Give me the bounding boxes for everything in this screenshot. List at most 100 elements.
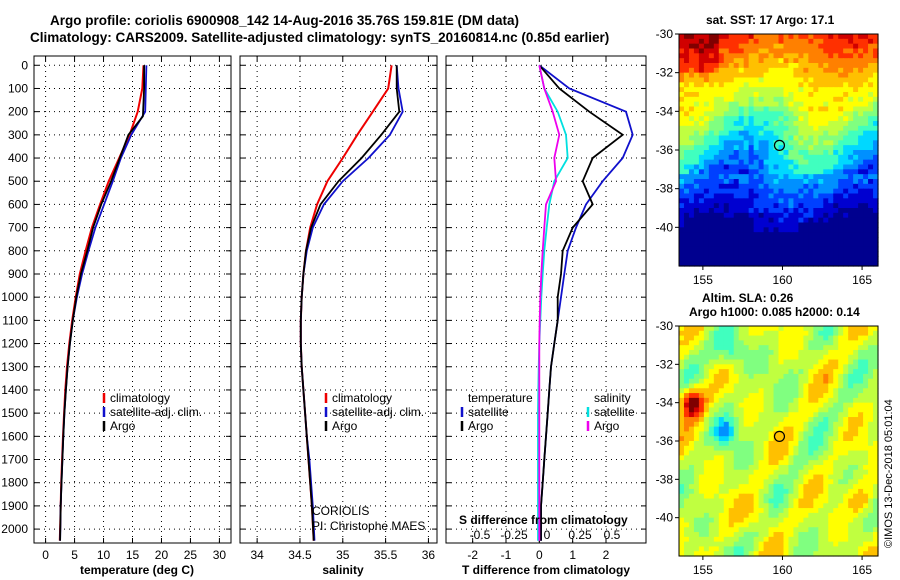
map-cell	[708, 354, 715, 361]
map-cell	[783, 441, 790, 447]
map-cell	[738, 106, 745, 112]
map-cell	[848, 246, 854, 253]
map-cell	[713, 445, 720, 452]
map-cell	[713, 159, 720, 166]
map-cell	[758, 532, 765, 538]
map-cell	[698, 203, 705, 209]
map-cell	[743, 326, 750, 332]
map-cell	[858, 188, 864, 195]
map-cell	[868, 82, 874, 88]
map-cell	[718, 135, 725, 141]
map-cell	[718, 397, 725, 404]
map-cell	[803, 48, 809, 54]
map-cell	[758, 450, 765, 456]
map-cell	[848, 217, 854, 224]
map-cell	[818, 222, 824, 228]
map-cell	[768, 335, 775, 341]
map-cell	[698, 455, 705, 461]
map-cell	[838, 188, 844, 195]
map-cell	[708, 38, 715, 45]
map-cell	[708, 383, 715, 389]
map-cell	[758, 503, 765, 509]
map-cell	[703, 359, 710, 365]
map-cell	[858, 498, 864, 504]
map-cell	[748, 241, 755, 248]
map-cell	[818, 460, 824, 466]
map-cell	[793, 96, 799, 103]
map-cell	[703, 388, 710, 394]
map-cell	[873, 222, 879, 228]
map-cell	[773, 393, 780, 399]
depth-tick-label: 300	[8, 128, 28, 142]
map-cell	[848, 232, 854, 238]
map-cell	[858, 450, 864, 456]
map-cell	[858, 508, 864, 514]
map-cell	[748, 445, 755, 452]
map-cell	[733, 217, 740, 224]
map-cell	[813, 53, 819, 59]
map-cell	[868, 349, 874, 356]
map-cell	[778, 407, 785, 413]
map-cell	[863, 349, 869, 356]
map-cell	[793, 479, 799, 485]
map-cell	[873, 445, 879, 452]
map-cell	[743, 393, 750, 399]
map-cell	[683, 179, 690, 185]
map-cell	[688, 227, 695, 233]
map-cell	[763, 183, 770, 190]
map-cell	[833, 82, 839, 88]
map-cell	[868, 106, 874, 112]
map-cell	[813, 488, 819, 495]
map-cell	[863, 402, 869, 409]
map-cell	[868, 445, 874, 452]
map-cell	[698, 335, 705, 341]
map-cell	[828, 222, 834, 228]
map-cell	[723, 349, 730, 356]
map-cell	[848, 474, 854, 480]
map-cell	[713, 464, 720, 471]
map-cell	[803, 546, 809, 552]
map-cell	[693, 464, 700, 471]
map-cell	[698, 484, 705, 490]
map-cell	[679, 474, 685, 480]
map-cell	[803, 407, 809, 413]
map-cell	[753, 63, 760, 69]
map-cell	[843, 53, 849, 59]
map-cell	[833, 541, 839, 548]
map-cell	[868, 412, 874, 418]
map-cell	[703, 340, 710, 346]
map-cell	[718, 150, 725, 156]
map-cell	[698, 256, 705, 262]
map-cell	[848, 546, 854, 552]
map-cell	[693, 426, 700, 433]
map-cell	[798, 330, 804, 337]
map-cell	[748, 359, 755, 365]
map-cell	[873, 349, 879, 356]
map-cell	[853, 125, 859, 132]
map-cell	[679, 67, 685, 74]
map-cell	[863, 150, 869, 156]
map-cell	[683, 488, 690, 495]
map-cell	[843, 63, 849, 69]
map-cell	[683, 53, 690, 59]
map-cell	[808, 232, 814, 238]
map-cell	[793, 417, 799, 423]
map-cell	[828, 464, 834, 471]
map-cell	[828, 164, 834, 170]
legend-label: Argo	[110, 419, 136, 433]
map-cell	[813, 154, 819, 161]
map-cell	[743, 92, 750, 98]
map-cell	[838, 364, 844, 370]
map-cell	[823, 145, 829, 151]
map-cell	[868, 479, 874, 485]
map-cell	[818, 455, 824, 461]
map-cell	[679, 53, 685, 59]
map-cell	[863, 474, 869, 480]
map-cell	[813, 464, 819, 471]
map-cell	[688, 412, 695, 418]
map-cell	[853, 488, 859, 495]
map-cell	[838, 101, 844, 108]
map-cell	[873, 546, 879, 552]
map-cell	[753, 503, 760, 509]
